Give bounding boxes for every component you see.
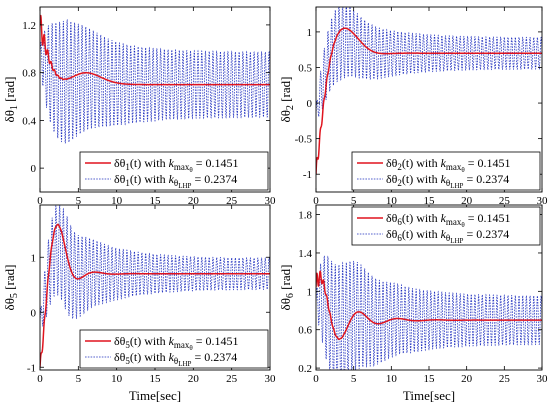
x-axis-label: Time[sec]: [403, 388, 455, 403]
x-tick-label: 25: [226, 195, 238, 207]
y-axis-label: δθ1 [rad]: [2, 77, 20, 123]
y-tick-label: 1: [307, 27, 313, 39]
y-axis-label: δθ2 [rad]: [278, 77, 296, 123]
series-line-theta1-klhp: [40, 18, 270, 144]
series-line-theta1-kmax: [40, 14, 270, 86]
x-tick-label: 0: [37, 195, 43, 207]
x-tick-label: 30: [265, 195, 277, 207]
x-tick-label: 15: [150, 195, 162, 207]
y-tick-label: -1: [27, 362, 36, 374]
series-line-theta5-kmax: [40, 223, 270, 368]
series-line-theta2-kmax: [316, 27, 542, 175]
y-tick-label: 0.6: [298, 325, 312, 337]
y-tick-label: 0.2: [298, 363, 312, 375]
chart-panel-theta1: 0 5 10 15 20 25 30 0 0.4 0.8 1.2 δθ1 [rad] δθ1(t) wi…: [2, 6, 277, 207]
x-tick-label: 25: [499, 195, 511, 207]
x-tick-label: 25: [499, 373, 511, 385]
x-tick-label: 0: [313, 195, 319, 207]
x-tick-label: 30: [537, 195, 549, 207]
y-tick-label: -0.5: [295, 134, 313, 146]
x-tick-label: 20: [461, 373, 473, 385]
x-tick-label: 30: [265, 373, 277, 385]
chart-panel-theta2: 0 5 10 15 20 25 30 -1 -0.5 0 0.5 1 δθ2 [rad] δθ2(t) w…: [278, 6, 549, 207]
x-tick-label: 20: [188, 195, 200, 207]
x-tick-label: 15: [150, 373, 162, 385]
x-tick-label: 10: [111, 195, 123, 207]
y-tick-label: 0.5: [298, 62, 312, 74]
x-tick-label: 10: [386, 195, 398, 207]
legend-entry: δθ6(t) with kθLHP = 0.2374: [386, 227, 509, 245]
x-tick-label: 30: [537, 373, 549, 385]
series-line-theta6-klhp: [316, 255, 542, 370]
y-axis-label: δθ6 [rad]: [278, 265, 296, 311]
x-tick-label: 10: [386, 373, 398, 385]
series-line-theta6-kmax: [316, 270, 542, 341]
x-tick-label: 0: [37, 373, 43, 385]
x-axis-label: Time[sec]: [129, 388, 181, 403]
y-tick-label: 0: [307, 98, 313, 110]
series-line-theta5-klhp: [40, 205, 270, 327]
chart-panel-theta6: 0 5 10 15 20 25 30 0.2 0.6 1 1.4 1.8 δθ6 [rad] Time[s…: [278, 204, 549, 403]
y-tick-label: 0.4: [22, 115, 36, 127]
x-tick-label: 15: [424, 195, 436, 207]
x-tick-label: 20: [461, 195, 473, 207]
legend-entry: δθ5(t) with kmaxθ = 0.1451: [114, 334, 239, 352]
y-tick-label: 1.4: [298, 248, 312, 260]
legend-entry: δθ2(t) with kmaxθ = 0.1451: [386, 156, 511, 174]
x-tick-label: 5: [351, 195, 357, 207]
y-tick-label: 1: [307, 286, 313, 298]
y-tick-label: 0.8: [22, 68, 36, 80]
x-tick-label: 5: [76, 373, 82, 385]
legend-entry: δθ1(t) with kθLHP = 0.2374: [114, 172, 237, 190]
y-tick-label: 0: [31, 163, 37, 175]
x-tick-label: 25: [226, 373, 238, 385]
x-tick-label: 5: [351, 373, 357, 385]
legend-entry: δθ2(t) with kθLHP = 0.2374: [386, 172, 509, 190]
y-axis-label: δθ5 [rad]: [2, 265, 20, 311]
y-tick-label: 1: [31, 252, 37, 264]
x-tick-label: 10: [111, 373, 123, 385]
x-tick-label: 0: [313, 373, 319, 385]
legend-entry: δθ6(t) with kmaxθ = 0.1451: [386, 211, 511, 229]
series-line-theta2-klhp: [316, 7, 542, 118]
y-tick-label: 1.2: [22, 20, 36, 32]
y-tick-label: -1: [303, 169, 312, 181]
x-tick-label: 5: [76, 195, 82, 207]
x-tick-label: 15: [424, 373, 436, 385]
y-tick-label: 1.8: [298, 210, 312, 222]
legend-entry: δθ1(t) with kmaxθ = 0.1451: [114, 156, 239, 174]
legend-entry: δθ5(t) with kθLHP = 0.2374: [114, 350, 237, 368]
y-tick-label: 0: [31, 307, 37, 319]
x-tick-label: 20: [188, 373, 200, 385]
